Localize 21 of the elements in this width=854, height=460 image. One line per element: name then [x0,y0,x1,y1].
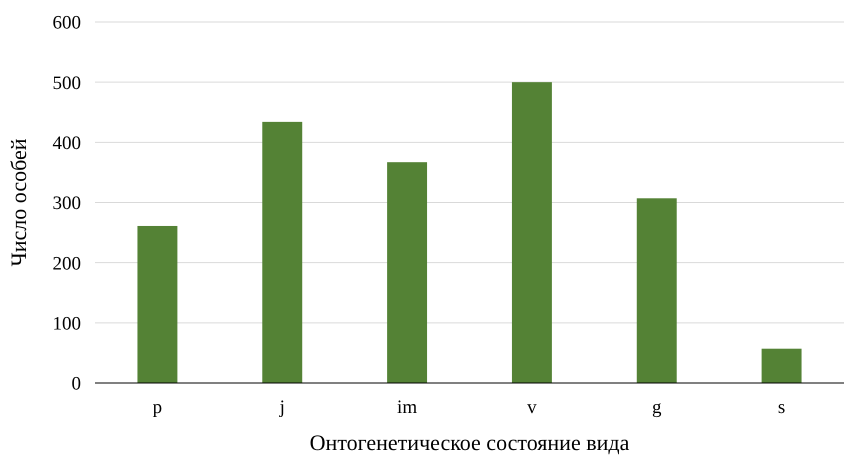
x-tick-label: im [397,397,418,418]
y-tick-label: 200 [52,253,81,274]
bar [512,82,552,383]
bar [262,122,302,383]
x-axis-title: Онтогенетическое состояние вида [310,430,630,455]
y-axis-title: Число особей [6,138,31,267]
y-tick-label: 500 [52,72,81,94]
x-tick-label: s [778,397,786,418]
x-tick-label: g [652,397,662,418]
bar [387,162,428,383]
y-tick-label: 400 [52,132,81,154]
y-tick-label: 100 [52,313,81,334]
y-tick-label: 0 [72,374,81,395]
y-tick-label: 300 [52,193,81,214]
y-tick-label: 600 [52,12,81,34]
bar [137,226,178,383]
x-tick-label: j [278,397,285,418]
x-tick-label: v [527,397,538,418]
x-tick-label: p [152,397,162,418]
bar [636,198,677,383]
bar [762,348,802,383]
